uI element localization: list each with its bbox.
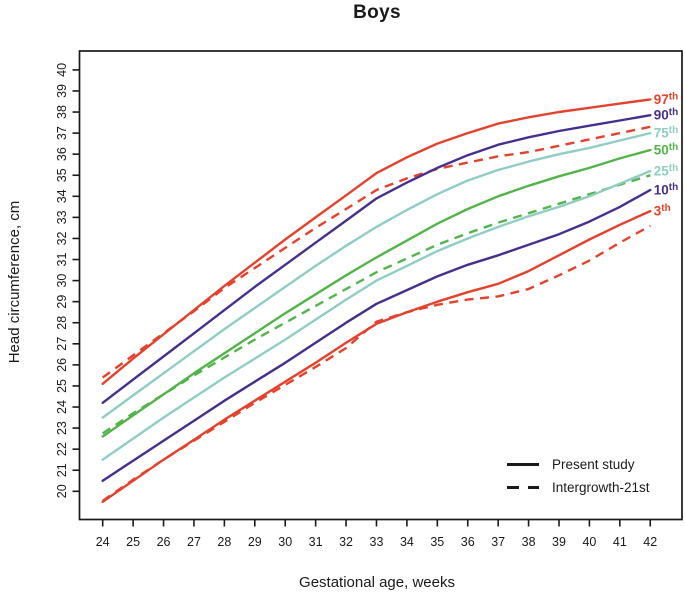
y-tick-label: 37	[55, 126, 69, 140]
x-tick-label: 40	[582, 535, 596, 549]
x-tick-label: 30	[278, 535, 292, 549]
percentile-label-25th: 25th	[654, 163, 678, 179]
percentile-label-3th: 3th	[654, 203, 671, 219]
x-tick-label: 42	[643, 535, 657, 549]
x-tick-label: 29	[248, 535, 262, 549]
percentile-label-90th: 90th	[654, 107, 678, 123]
percentile-label-50th: 50th	[654, 142, 678, 158]
x-tick-label: 32	[339, 535, 353, 549]
curve-3th-intergrowth	[102, 224, 651, 502]
y-tick-label: 35	[55, 168, 69, 182]
chart-title: Boys	[353, 2, 401, 23]
x-tick-label: 35	[430, 535, 444, 549]
legend-item-intergrowth: Intergrowth-21st	[507, 476, 650, 499]
y-tick-label: 25	[55, 379, 69, 393]
x-tick-label: 39	[552, 535, 566, 549]
y-tick-label: 30	[55, 274, 69, 288]
curve-10th-present	[101, 188, 652, 482]
legend-label-present-study: Present study	[552, 457, 635, 472]
y-tick-label: 26	[55, 358, 69, 372]
x-tick-label: 25	[126, 535, 140, 549]
y-tick-label: 24	[55, 400, 69, 414]
y-tick-label: 23	[55, 421, 69, 435]
x-tick-label: 26	[157, 535, 171, 549]
curve-97th-intergrowth	[101, 125, 651, 379]
curve-50th-intergrowth	[102, 174, 651, 435]
x-tick-label: 27	[187, 535, 201, 549]
y-axis-label: Head circumference, cm	[6, 200, 23, 364]
x-tick-label: 37	[491, 535, 505, 549]
percentile-label-75th: 75th	[654, 125, 678, 141]
y-tick-label: 40	[55, 63, 69, 77]
percentile-label-97th: 97th	[654, 91, 678, 107]
y-tick-label: 39	[55, 84, 69, 98]
legend: Present study Intergrowth-21st	[507, 453, 650, 499]
solid-line-sample	[507, 463, 539, 466]
legend-label-intergrowth: Intergrowth-21st	[552, 480, 650, 495]
y-tick-label: 28	[55, 316, 69, 330]
x-tick-label: 24	[96, 535, 110, 549]
curve-50th-present	[101, 148, 652, 438]
y-tick-label: 38	[55, 105, 69, 119]
curve-25th-present	[101, 169, 652, 461]
y-tick-label: 20	[55, 484, 69, 498]
y-tick-label: 32	[55, 231, 69, 245]
x-tick-label: 31	[309, 535, 323, 549]
y-tick-label: 33	[55, 210, 69, 224]
x-axis-label: Gestational age, weeks	[299, 574, 455, 591]
x-tick-label: 38	[522, 535, 536, 549]
x-tick-label: 41	[613, 535, 627, 549]
y-tick-label: 22	[55, 442, 69, 456]
legend-item-present-study: Present study	[507, 453, 650, 476]
y-tick-label: 29	[55, 295, 69, 309]
y-tick-label: 21	[55, 463, 69, 477]
x-tick-label: 33	[370, 535, 384, 549]
dashed-line-sample	[507, 486, 539, 489]
x-tick-label: 34	[400, 535, 414, 549]
y-tick-label: 27	[55, 337, 69, 351]
x-tick-label: 36	[461, 535, 475, 549]
y-tick-label: 36	[55, 147, 69, 161]
plot-box	[78, 50, 683, 521]
x-tick-label: 28	[217, 535, 231, 549]
y-tick-label: 31	[55, 253, 69, 267]
curve-75th-present	[101, 131, 652, 419]
percentile-label-10th: 10th	[654, 182, 678, 198]
curve-90th-present	[101, 113, 652, 404]
y-tick-label: 34	[55, 189, 69, 203]
